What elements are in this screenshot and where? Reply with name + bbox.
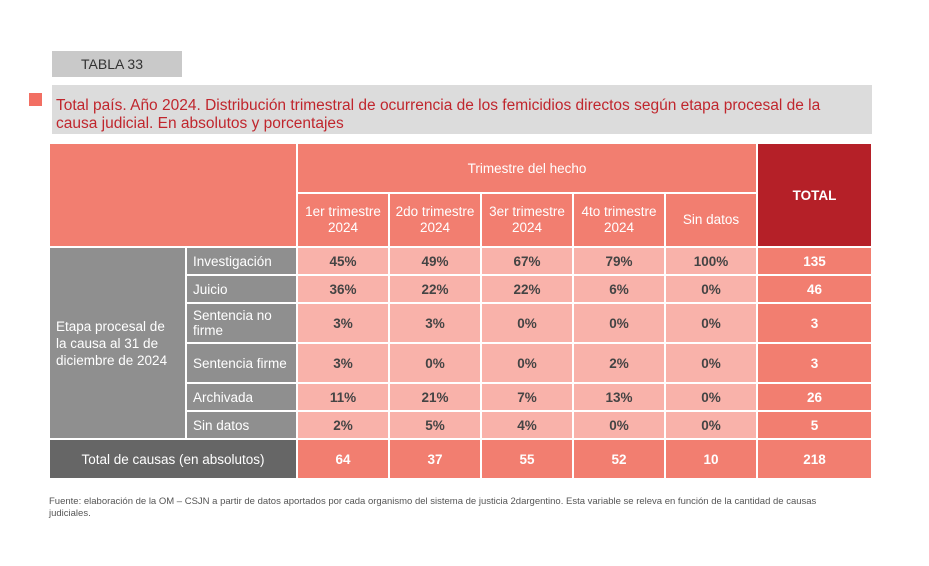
cell-value: 3% <box>298 344 388 382</box>
header-total: TOTAL <box>758 144 871 246</box>
cell-value: 45% <box>298 248 388 274</box>
totals-row: Total de causas (en absolutos) 64 37 55 … <box>50 440 871 478</box>
cell-value: 0% <box>574 412 664 438</box>
cell-value: 0% <box>666 304 756 342</box>
row-label: Sentencia no firme <box>187 304 296 342</box>
totals-value: 10 <box>666 440 756 478</box>
header-col-sin-datos: Sin datos <box>666 194 756 246</box>
row-label: Sentencia firme <box>187 344 296 382</box>
cell-value: 5% <box>390 412 480 438</box>
cell-value: 36% <box>298 276 388 302</box>
cell-total: 5 <box>758 412 871 438</box>
cell-value: 0% <box>666 344 756 382</box>
cell-value: 49% <box>390 248 480 274</box>
totals-value: 55 <box>482 440 572 478</box>
row-label: Juicio <box>187 276 296 302</box>
cell-value: 3% <box>390 304 480 342</box>
cell-value: 22% <box>482 276 572 302</box>
cell-total: 26 <box>758 384 871 410</box>
cell-value: 21% <box>390 384 480 410</box>
cell-value: 0% <box>666 276 756 302</box>
cell-total: 135 <box>758 248 871 274</box>
cell-value: 0% <box>482 344 572 382</box>
cell-value: 3% <box>298 304 388 342</box>
data-table: Trimestre del hecho TOTAL 1er trimestre … <box>48 142 873 480</box>
cell-value: 100% <box>666 248 756 274</box>
table-row: Sentencia no firme 3% 3% 0% 0% 0% 3 <box>50 304 871 342</box>
source-footnote: Fuente: elaboración de la OM – CSJN a pa… <box>49 496 817 519</box>
table-row: Sin datos 2% 5% 4% 0% 0% 5 <box>50 412 871 438</box>
header-col-q3: 3er trimestre 2024 <box>482 194 572 246</box>
cell-value: 0% <box>390 344 480 382</box>
cell-total: 3 <box>758 304 871 342</box>
cell-value: 0% <box>666 412 756 438</box>
cell-value: 2% <box>298 412 388 438</box>
cell-value: 0% <box>574 304 664 342</box>
totals-value: 64 <box>298 440 388 478</box>
cell-value: 7% <box>482 384 572 410</box>
header-blank-cell <box>50 144 296 246</box>
cell-value: 0% <box>482 304 572 342</box>
title-bullet <box>29 93 42 106</box>
cell-value: 67% <box>482 248 572 274</box>
cell-value: 4% <box>482 412 572 438</box>
cell-total: 46 <box>758 276 871 302</box>
header-col-q2: 2do trimestre 2024 <box>390 194 480 246</box>
totals-value: 52 <box>574 440 664 478</box>
row-label: Archivada <box>187 384 296 410</box>
header-trimester-group: Trimestre del hecho <box>298 144 756 192</box>
cell-value: 13% <box>574 384 664 410</box>
table-number-tag: TABLA 33 <box>52 51 182 77</box>
header-col-q4: 4to trimestre 2024 <box>574 194 664 246</box>
cell-value: 6% <box>574 276 664 302</box>
cell-total: 3 <box>758 344 871 382</box>
totals-value: 37 <box>390 440 480 478</box>
grand-total: 218 <box>758 440 871 478</box>
table-row: Sentencia firme 3% 0% 0% 2% 0% 3 <box>50 344 871 382</box>
cell-value: 22% <box>390 276 480 302</box>
row-label: Investigación <box>187 248 296 274</box>
cell-value: 0% <box>666 384 756 410</box>
row-label: Sin datos <box>187 412 296 438</box>
table-row: Archivada 11% 21% 7% 13% 0% 26 <box>50 384 871 410</box>
cell-value: 2% <box>574 344 664 382</box>
header-col-q1: 1er trimestre 2024 <box>298 194 388 246</box>
row-group-label: Etapa procesal de la causa al 31 de dici… <box>50 248 185 438</box>
table-title: Total país. Año 2024. Distribución trime… <box>52 85 872 134</box>
cell-value: 79% <box>574 248 664 274</box>
totals-row-label: Total de causas (en absolutos) <box>50 440 296 478</box>
table-row: Juicio 36% 22% 22% 6% 0% 46 <box>50 276 871 302</box>
cell-value: 11% <box>298 384 388 410</box>
table-row: Etapa procesal de la causa al 31 de dici… <box>50 248 871 438</box>
